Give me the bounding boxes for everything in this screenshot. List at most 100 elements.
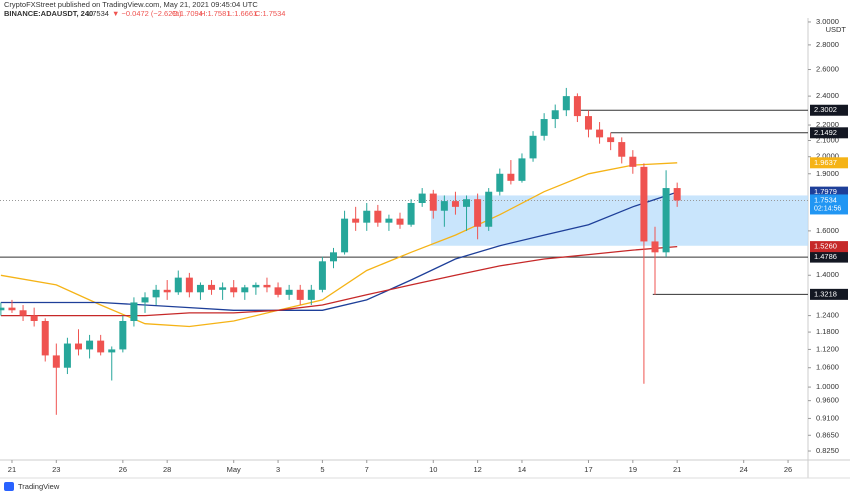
y-tick-label: 1.0600 [816, 363, 839, 372]
y-tick-label: 1.6000 [816, 226, 839, 235]
x-tick-label: 23 [52, 465, 60, 474]
ma-label-box [810, 157, 848, 169]
candle-body [19, 310, 27, 316]
y-tick-label: 2.2000 [816, 120, 839, 129]
candle-body [396, 218, 404, 225]
candle-body [241, 287, 249, 293]
candle-body [285, 289, 293, 295]
candle-body [307, 289, 315, 300]
last-price: 1.7534 [86, 9, 109, 18]
candle-body [385, 218, 393, 223]
currency: USDT [826, 25, 847, 34]
candle-body [618, 142, 626, 157]
level-label: 1.3218 [814, 289, 837, 298]
x-tick-label: 10 [429, 465, 437, 474]
open: O:1.7094 [172, 9, 203, 18]
candle-body [108, 349, 116, 353]
candle-body [662, 188, 670, 253]
candle-body [463, 199, 471, 207]
candle-body [352, 218, 360, 223]
x-tick-label: 7 [365, 465, 369, 474]
y-tick-label: 1.1800 [816, 327, 839, 336]
candle-body [152, 289, 160, 298]
countdown: 02:14:56 [814, 205, 841, 212]
x-tick-label: 26 [784, 465, 792, 474]
x-tick-label: 19 [629, 465, 637, 474]
x-tick-label: May [227, 465, 241, 474]
candle-body [596, 129, 604, 138]
publisher: CryptoFXStreet published on TradingView.… [4, 0, 258, 9]
candle-body [540, 119, 548, 136]
candle-body [196, 284, 204, 293]
candle-body [673, 188, 681, 201]
y-tick-label: 1.0000 [816, 382, 839, 391]
candle-body [219, 287, 227, 290]
level-label: 1.4786 [814, 252, 837, 261]
x-tick-label: 12 [473, 465, 481, 474]
level-label: 2.3002 [814, 105, 837, 114]
candle-body [573, 96, 581, 117]
change: ▼ −0.0472 (−2.62%) [112, 9, 182, 18]
ma-label-box [810, 241, 848, 253]
x-tick-label: 21 [8, 465, 16, 474]
y-tick-label: 2.1000 [816, 135, 839, 144]
x-tick-label: 3 [276, 465, 280, 474]
candle-body [86, 340, 94, 350]
candle-body [119, 320, 127, 350]
y-tick-label: 2.6000 [816, 65, 839, 74]
brand: TradingView [18, 482, 60, 491]
x-tick-label: 24 [740, 465, 748, 474]
candle-body [341, 218, 349, 253]
candle-body [252, 284, 260, 288]
y-tick-label: 2.8000 [816, 40, 839, 49]
x-tick-label: 14 [518, 465, 526, 474]
symbol: BINANCE:ADAUSDT, 240 [4, 9, 93, 18]
price-label-box [810, 194, 848, 215]
candle-body [74, 343, 82, 350]
y-tick-label: 0.8650 [816, 430, 839, 439]
candle-body [363, 210, 371, 223]
y-tick-label: 0.9600 [816, 396, 839, 405]
candle-body [418, 193, 426, 204]
candle-body [52, 355, 60, 368]
candle-body [263, 284, 271, 288]
candle-body [607, 137, 615, 143]
candle-body [208, 284, 216, 290]
zone [431, 195, 808, 246]
candle-body [329, 252, 337, 262]
candle-body [296, 289, 304, 300]
x-tick-label: 21 [673, 465, 681, 474]
candle-body [529, 135, 537, 159]
ma-label: 1.5260 [814, 242, 837, 251]
y-tick-label: 3.0000 [816, 17, 839, 26]
ma-label: 1.7979 [814, 187, 837, 196]
y-tick-label: 1.2400 [816, 311, 839, 320]
candle-body [551, 110, 559, 120]
price-label: 1.7534 [814, 195, 837, 204]
candle-body [507, 173, 515, 181]
moving-average [0, 162, 678, 328]
candle-body [451, 201, 459, 207]
candle-body [174, 277, 182, 293]
moving-average [0, 191, 678, 311]
candle-body [562, 96, 570, 111]
y-tick-label: 2.4000 [816, 91, 839, 100]
candle-body [485, 191, 493, 227]
candle-body [518, 158, 526, 181]
candle-body [651, 241, 659, 253]
x-tick-label: 17 [584, 465, 592, 474]
candle-body [318, 261, 326, 290]
candle-body [440, 201, 448, 211]
level-label-box [810, 288, 848, 300]
y-tick-label: 1.9000 [816, 169, 839, 178]
y-tick-label: 2.0000 [816, 152, 839, 161]
candle-body [97, 340, 105, 353]
x-tick-label: 26 [119, 465, 127, 474]
candle-body [141, 297, 149, 303]
level-label-box [810, 127, 848, 139]
y-tick-label: 0.8250 [816, 446, 839, 455]
candle-body [63, 343, 71, 368]
candle-body [0, 307, 5, 311]
candle-body [185, 277, 193, 293]
